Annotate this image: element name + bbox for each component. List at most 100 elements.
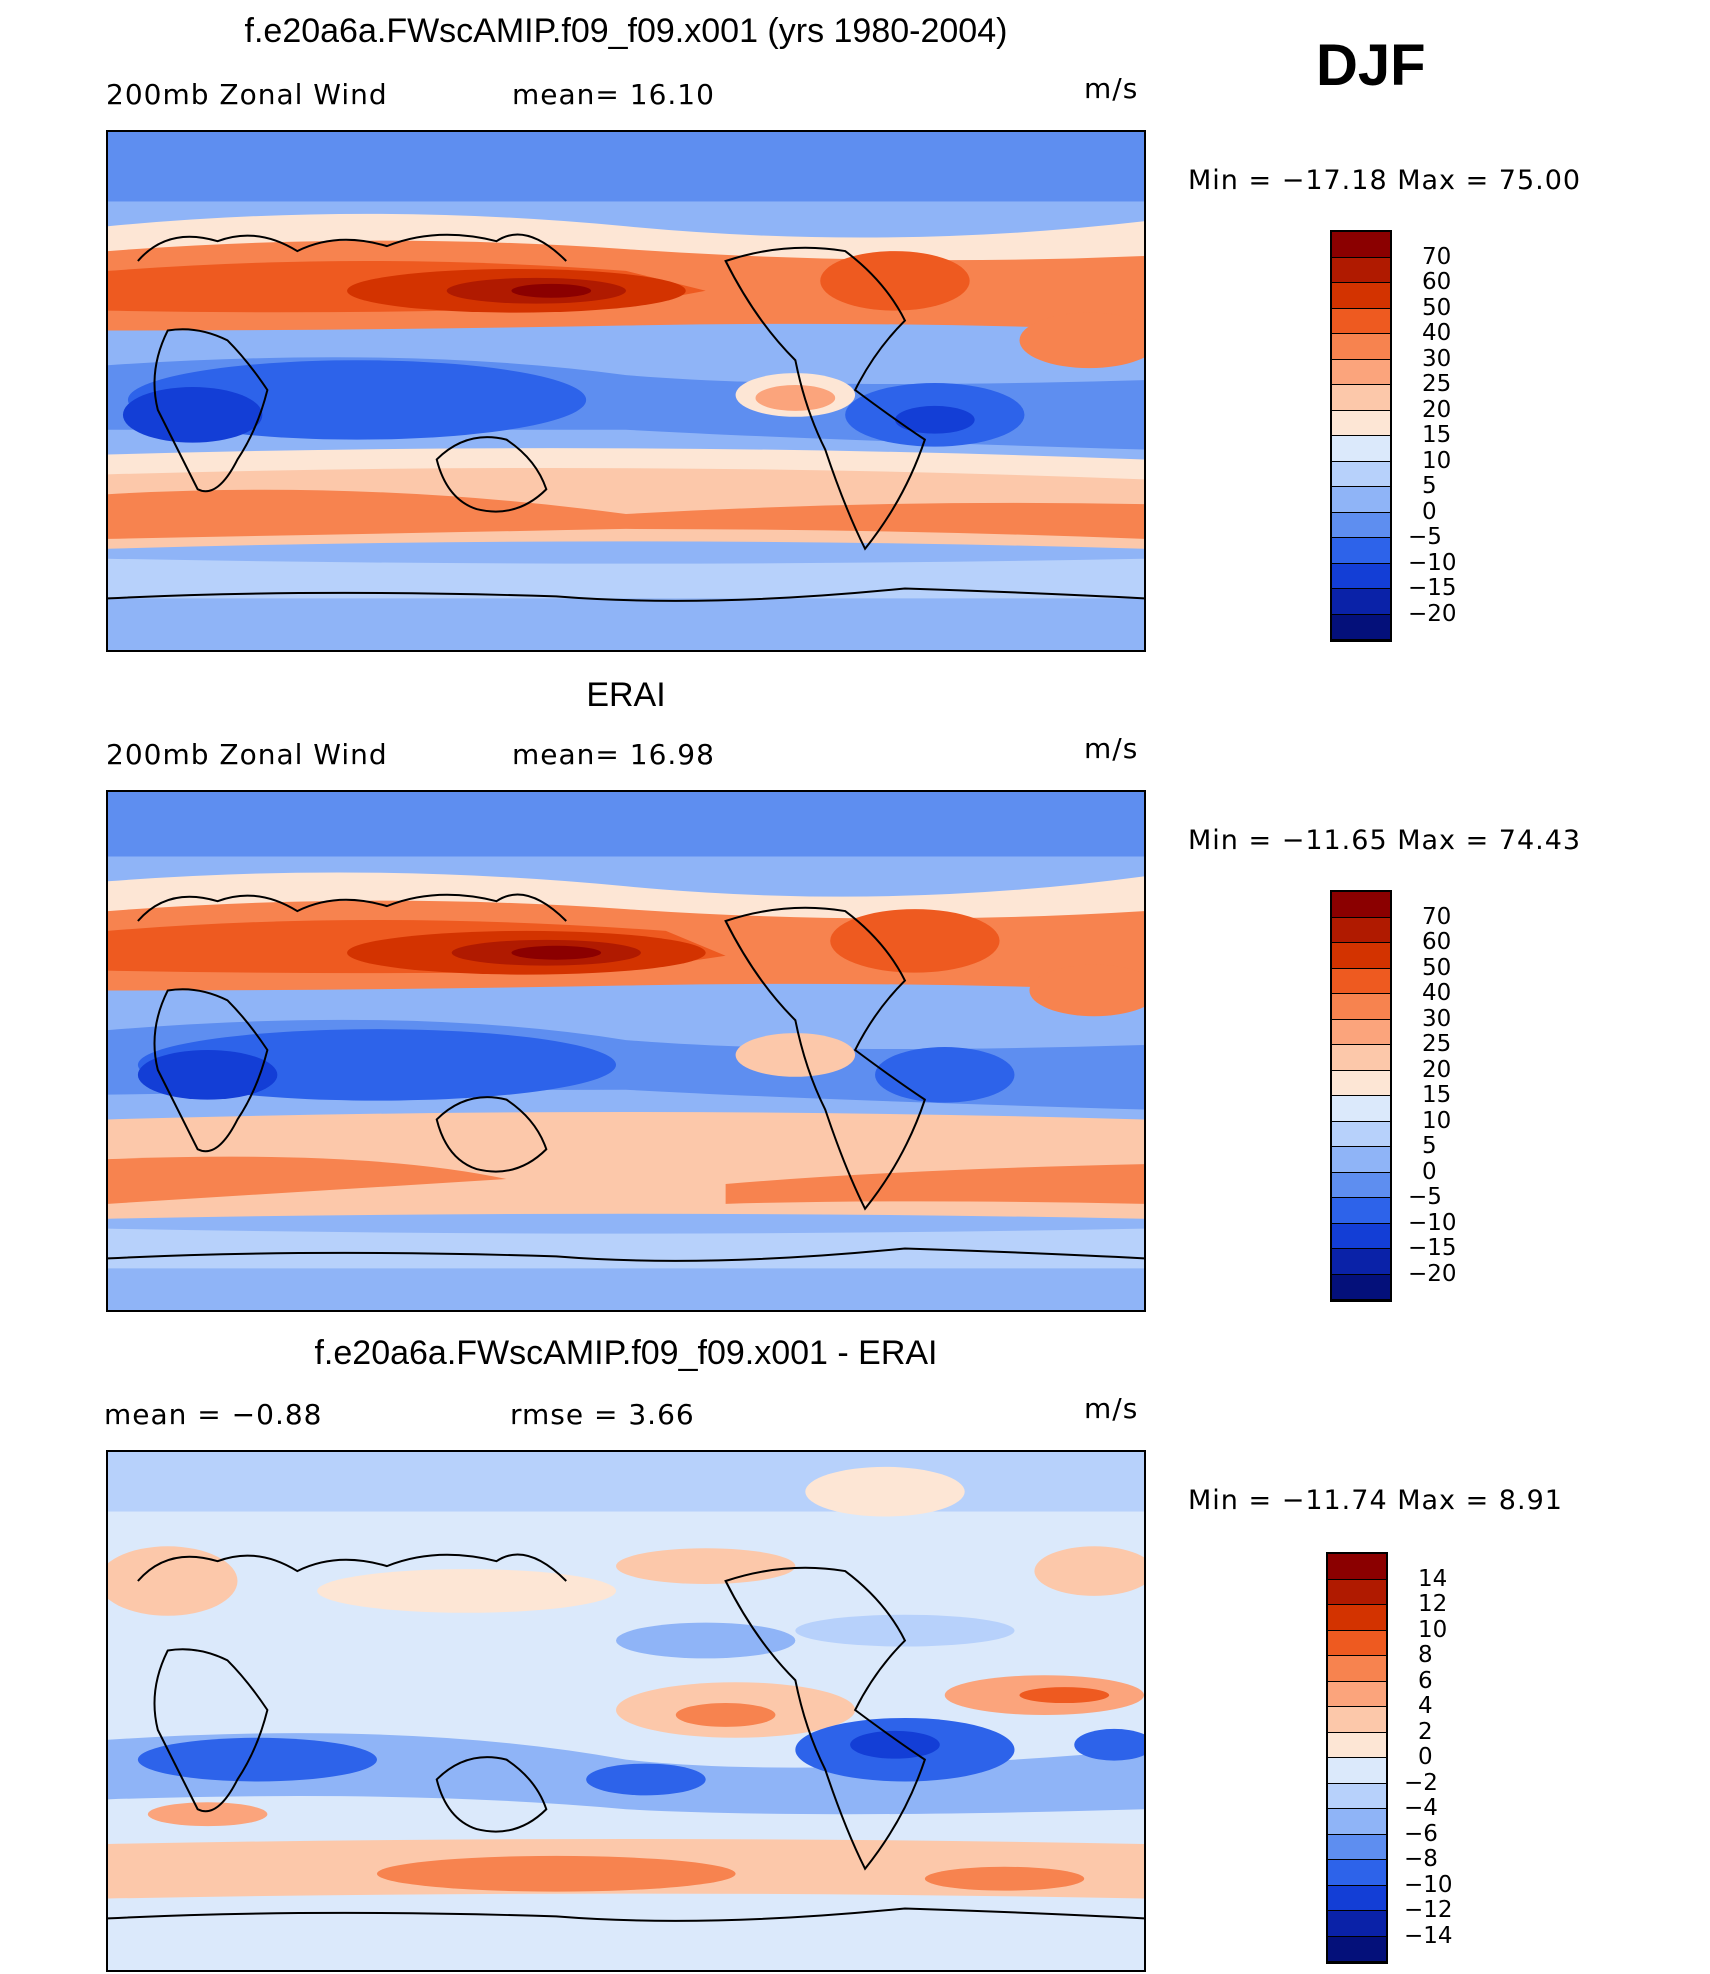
colorbar-swatch [1328, 1732, 1386, 1758]
colorbar-swatch [1328, 1936, 1386, 1962]
panel-2-mean-label: mean= 16.98 [512, 738, 715, 771]
panel-3-units-label: m/s [1084, 1392, 1139, 1425]
colorbar-swatch [1328, 1809, 1386, 1835]
colorbar-tick-label: −20 [1408, 1260, 1457, 1287]
colorbar-tick-label: 60 [1422, 269, 1452, 295]
colorbar-swatch [1332, 410, 1390, 436]
panel-1-units-label: m/s [1084, 72, 1139, 105]
colorbar-tick-label: 30 [1422, 1005, 1452, 1032]
colorbar-swatch [1328, 1860, 1386, 1886]
colorbar-swatch [1332, 487, 1390, 513]
colorbar-swatch [1328, 1630, 1386, 1656]
colorbar-swatch [1332, 436, 1390, 462]
colorbar-tick-label: −15 [1408, 1235, 1457, 1261]
panel-3-mean-label: mean = −0.88 [104, 1398, 323, 1431]
colorbar-swatch [1332, 257, 1390, 283]
colorbar-tick-label: −10 [1404, 1871, 1453, 1898]
colorbar-swatch [1332, 538, 1390, 564]
panel-2-units-label: m/s [1084, 732, 1139, 765]
colorbar-swatch [1332, 968, 1390, 994]
panel-3-map [106, 1450, 1146, 1972]
colorbar-swatch [1328, 1579, 1386, 1605]
colorbar-tick-label: 12 [1418, 1591, 1448, 1617]
colorbar-tick-label: 50 [1422, 294, 1452, 321]
colorbar-swatch [1332, 943, 1390, 969]
panel-2-colorbar [1330, 890, 1392, 1302]
colorbar-tick-label: 20 [1422, 396, 1452, 423]
colorbar-swatch [1328, 1605, 1386, 1631]
colorbar-swatch [1328, 1707, 1386, 1733]
colorbar-swatch [1328, 1885, 1386, 1911]
colorbar-tick-label: −8 [1404, 1846, 1438, 1872]
colorbar-swatch [1332, 1045, 1390, 1071]
colorbar-swatch [1332, 1274, 1390, 1300]
colorbar-tick-label: 0 [1422, 498, 1437, 525]
colorbar-swatch [1332, 308, 1390, 334]
colorbar-tick-label: 5 [1422, 1133, 1437, 1159]
colorbar-tick-label: −6 [1404, 1820, 1438, 1847]
panel-2-colorbar-labels: 70 60 50 40 30 25 20 15 10 5 0 −5 −10 −15 −20 [1408, 890, 1498, 1302]
colorbar-tick-label: −20 [1408, 600, 1457, 627]
colorbar-tick-label: 2 [1418, 1718, 1433, 1745]
colorbar-tick-label: −12 [1404, 1897, 1453, 1923]
colorbar-swatch [1332, 334, 1390, 360]
colorbar-tick-label: 25 [1422, 1031, 1452, 1057]
colorbar-swatch [1328, 1783, 1386, 1809]
panel-1-minmax: Min = −17.18 Max = 75.00 [1188, 165, 1582, 196]
colorbar-tick-label: 30 [1422, 345, 1452, 372]
colorbar-swatch [1328, 1656, 1386, 1682]
colorbar-tick-label: 10 [1422, 1107, 1452, 1134]
panel-3-minmax: Min = −11.74 Max = 8.91 [1188, 1485, 1563, 1516]
colorbar-swatch [1332, 283, 1390, 309]
colorbar-swatch [1332, 589, 1390, 615]
panel-1-contour-field [108, 132, 1144, 650]
panel-3-rmse-label: rmse = 3.66 [510, 1398, 695, 1431]
panel-3-title: f.e20a6a.FWscAMIP.f09_f09.x001 - ERAI [314, 1334, 938, 1372]
panel-2-map [106, 790, 1146, 1312]
colorbar-swatch [1332, 1223, 1390, 1249]
panel-3-colorbar [1326, 1552, 1388, 1964]
colorbar-swatch [1332, 1019, 1390, 1045]
colorbar-swatch [1332, 359, 1390, 385]
colorbar-tick-label: 70 [1422, 243, 1452, 270]
colorbar-tick-label: 60 [1422, 929, 1452, 955]
colorbar-swatch [1332, 563, 1390, 589]
panel-1-mean-label: mean= 16.10 [512, 78, 715, 111]
colorbar-swatch [1332, 385, 1390, 411]
colorbar-swatch [1332, 1147, 1390, 1173]
colorbar-tick-label: 70 [1422, 903, 1452, 930]
colorbar-tick-label: −15 [1408, 575, 1457, 601]
panel-1-variable-label: 200mb Zonal Wind [106, 78, 388, 111]
panel-2-contour-field [108, 792, 1144, 1310]
colorbar-swatch [1332, 232, 1390, 258]
colorbar-swatch [1332, 1070, 1390, 1096]
colorbar-swatch [1332, 1096, 1390, 1122]
colorbar-swatch [1332, 1172, 1390, 1198]
colorbar-tick-label: 8 [1418, 1642, 1433, 1668]
colorbar-tick-label: 14 [1418, 1565, 1448, 1592]
colorbar-tick-label: −4 [1404, 1795, 1438, 1821]
colorbar-swatch [1332, 1198, 1390, 1224]
panel-2-variable-label: 200mb Zonal Wind [106, 738, 388, 771]
colorbar-tick-label: 0 [1422, 1158, 1437, 1185]
colorbar-swatch [1328, 1911, 1386, 1937]
colorbar-tick-label: 15 [1422, 422, 1452, 448]
panel-1-map [106, 130, 1146, 652]
colorbar-swatch [1332, 917, 1390, 943]
panel-1-colorbar-labels: 70 60 50 40 30 25 20 15 10 5 0 −5 −10 −15 −20 [1408, 230, 1498, 642]
season-label: DJF [1316, 33, 1426, 98]
panel-2-minmax: Min = −11.65 Max = 74.43 [1188, 825, 1582, 856]
colorbar-tick-label: −5 [1408, 1184, 1442, 1210]
colorbar-swatch [1328, 1758, 1386, 1784]
colorbar-tick-label: −10 [1408, 549, 1457, 576]
panel-2-title: ERAI [586, 676, 666, 714]
panel-1-colorbar [1330, 230, 1392, 642]
colorbar-tick-label: −5 [1408, 524, 1442, 550]
colorbar-tick-label: −14 [1404, 1922, 1453, 1949]
colorbar-tick-label: −10 [1408, 1209, 1457, 1236]
colorbar-tick-label: 15 [1422, 1082, 1452, 1108]
colorbar-tick-label: 4 [1418, 1693, 1433, 1719]
colorbar-swatch [1332, 614, 1390, 640]
panel-3-colorbar-labels: 14 12 10 8 6 4 2 0 −2 −4 −6 −8 −10 −12 −14 [1404, 1552, 1494, 1964]
colorbar-tick-label: 40 [1422, 980, 1452, 1006]
